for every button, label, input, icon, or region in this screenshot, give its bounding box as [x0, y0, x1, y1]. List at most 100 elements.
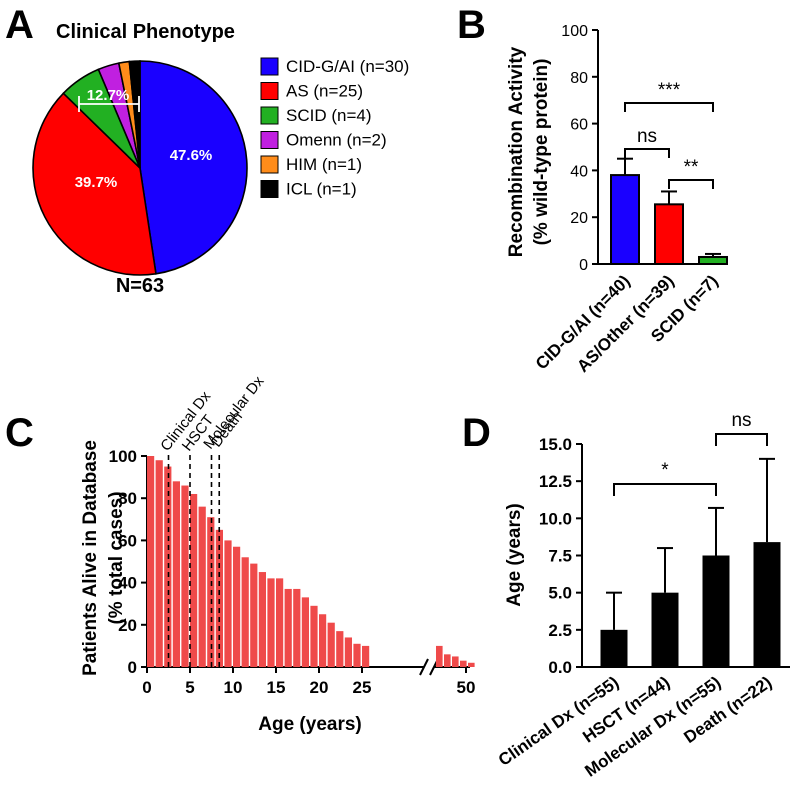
- panel-c-bar-9: [224, 540, 232, 667]
- panel-b-sig-bracket-2: [624, 102, 714, 112]
- panel-d-bar-0: [600, 629, 628, 667]
- panel-c-ytick-label-2: 40: [118, 574, 137, 593]
- legend-label-2: SCID (n=4): [286, 106, 372, 125]
- legend-label-5: ICL (n=1): [286, 180, 357, 199]
- legend-swatch-4: [260, 155, 279, 174]
- panel-d-ytick-label-2: 5.0: [548, 584, 572, 603]
- panel-c-xtick-label-0: 0: [142, 678, 151, 697]
- panel-c-bar-15: [276, 578, 284, 667]
- pie-title: Clinical Phenotype: [56, 21, 235, 43]
- panel-c-bar-28: [452, 656, 459, 667]
- legend-label-1: AS (n=25): [286, 82, 363, 101]
- panel-c-xlabel: Age (years): [258, 714, 362, 735]
- panel-b-bar-1: [654, 203, 684, 265]
- panel-b-sig-label-0: ns: [637, 126, 657, 147]
- legend-swatch-2: [260, 106, 279, 125]
- panel-c-bar-18: [301, 597, 309, 667]
- panel-c-bar-8: [215, 529, 223, 667]
- legend-swatch-0: [260, 57, 279, 76]
- panel-c-ytick-label-1: 20: [118, 616, 137, 635]
- panel-b-ytick-label-2: 40: [570, 163, 588, 180]
- panel-c-bar-30: [468, 662, 475, 667]
- panel-b-ytick-label-0: 0: [579, 257, 588, 274]
- panel-d-sig-bracket-1: [715, 433, 768, 446]
- panel-c-bar-27: [444, 654, 451, 667]
- panel-d-bar-3: [753, 542, 781, 667]
- pie-pct-label-1: 39.7%: [75, 174, 118, 191]
- panel-c-bar-24: [353, 643, 361, 667]
- panel-label-c: C: [5, 411, 34, 455]
- panel-d-bar-2: [702, 555, 730, 667]
- panel-c-bar-1: [155, 460, 163, 667]
- panel-a-pie-chart: Clinical Phenotype N=63 47.6% 39.7% 12.7% C…: [32, 21, 409, 297]
- panel-b-bar-2: [698, 255, 728, 266]
- panel-c-xtick-label-6: 50: [457, 678, 476, 697]
- panel-d-xtick-label-3: Death (n=22): [680, 673, 775, 747]
- panel-c-bar-0: [147, 456, 155, 667]
- panel-c-bar-10: [233, 546, 241, 667]
- panel-c-bar-chart: Patients Alive in Database (% total case…: [80, 373, 475, 735]
- panel-c-bar-11: [241, 557, 249, 667]
- panel-c-xtick-label-3: 15: [267, 678, 286, 697]
- panel-c-bar-26: [436, 645, 443, 667]
- panel-d-ytick-label-5: 12.5: [539, 472, 572, 491]
- legend-swatch-1: [260, 82, 279, 100]
- panel-b-ytick-label-3: 60: [570, 117, 588, 134]
- pie-pct-label-2: 12.7%: [87, 87, 130, 104]
- panel-c-xtick-label-4: 20: [310, 678, 329, 697]
- panel-c-bar-14: [267, 578, 275, 667]
- panel-d-bar-1: [651, 592, 679, 667]
- legend-swatch-3: [260, 131, 279, 149]
- panel-c-bar-5: [190, 493, 198, 667]
- legend-swatch-5: [260, 180, 279, 198]
- panel-d-bar-chart: Age (years) 0.02.55.07.510.012.515.0Clin…: [495, 410, 790, 781]
- panel-c-bar-16: [284, 588, 292, 667]
- legend-label-3: Omenn (n=2): [286, 131, 387, 150]
- panel-c-ytick-label-0: 0: [128, 658, 137, 677]
- panel-c-xtick-label-5: 25: [353, 678, 372, 697]
- legend-label-4: HIM (n=1): [286, 155, 362, 174]
- panel-b-ytick-label-5: 100: [561, 23, 588, 40]
- panel-c-bar-23: [344, 637, 352, 667]
- panel-c-bar-21: [327, 622, 335, 667]
- panel-d-ytick-label-1: 2.5: [548, 621, 572, 640]
- legend-label-0: CID-G/AI (n=30): [286, 57, 409, 76]
- pie-slice-5: [128, 60, 141, 169]
- panel-d-ytick-label-4: 10.0: [539, 509, 572, 528]
- panel-d-sig-bracket-0: [613, 483, 717, 496]
- panel-d-ytick-label-6: 15.0: [539, 435, 572, 454]
- panel-label-a: A: [5, 3, 34, 47]
- panel-c-bar-3: [172, 481, 180, 667]
- panel-c-bar-12: [250, 563, 258, 667]
- panel-c-ytick-label-5: 100: [109, 447, 137, 466]
- pie-slice-1: [32, 92, 157, 276]
- panel-c-ytick-label-3: 60: [118, 531, 137, 550]
- panel-c-bar-19: [310, 605, 318, 667]
- panel-c-bar-29: [460, 660, 467, 667]
- panel-b-sig-label-2: ***: [658, 80, 681, 101]
- panel-label-b: B: [457, 3, 486, 47]
- panel-c-bar-25: [362, 645, 370, 667]
- panel-c-ylabel-line1: Patients Alive in Database: [80, 440, 101, 676]
- panel-b-ytick-label-4: 80: [570, 70, 588, 87]
- panel-c-bar-4: [181, 485, 189, 667]
- panel-c-bar-22: [336, 631, 344, 667]
- pie-slice-0: [139, 60, 248, 275]
- panel-b-ylabel-line1: Recombination Activity: [506, 46, 527, 257]
- panel-b-sig-label-1: **: [684, 157, 699, 178]
- panel-d-ytick-label-0: 0.0: [548, 658, 572, 677]
- panel-c-bar-6: [198, 506, 206, 667]
- panel-c-bar-13: [258, 572, 266, 667]
- panel-c-xtick-label-1: 5: [185, 678, 194, 697]
- panel-d-ylabel: Age (years): [504, 503, 525, 607]
- pie-pct-label-0: 47.6%: [170, 147, 213, 164]
- pie-total-label: N=63: [116, 275, 164, 297]
- panel-d-ytick-label-3: 7.5: [548, 547, 572, 566]
- panel-c-bar-20: [319, 614, 327, 667]
- panel-b-ylabel-line2: (% wild-type protein): [531, 59, 552, 246]
- panel-c-axis-break-1: [419, 658, 429, 676]
- panel-c-ytick-label-4: 80: [118, 489, 137, 508]
- panel-b-ytick-label-1: 20: [570, 210, 588, 227]
- panel-b-bar-chart: Recombination Activity (% wild-type prot…: [506, 23, 728, 376]
